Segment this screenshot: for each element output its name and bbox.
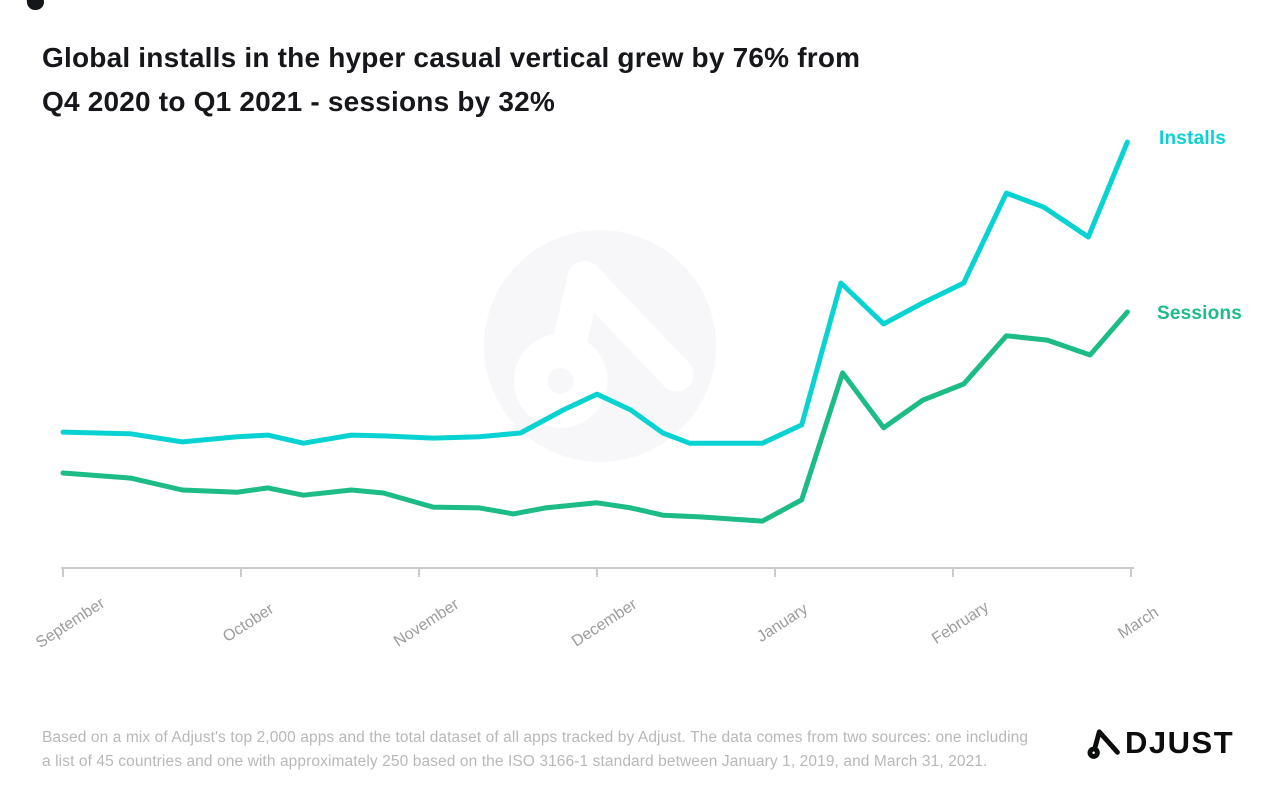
legend-installs-label: Installs <box>1159 128 1227 149</box>
title-line-1: Global installs in the hyper casual vert… <box>42 42 861 73</box>
x-axis-label-february: February <box>929 599 992 648</box>
adjust-logo-a-icon <box>1087 729 1120 759</box>
x-axis-label-november: November <box>391 596 463 651</box>
legend-sessions-label: Sessions <box>1157 303 1243 324</box>
adjust-a-logo-icon <box>550 261 694 392</box>
x-axis-label-december: December <box>569 596 641 651</box>
page-title: Global installs in the hyper casual vert… <box>42 36 912 124</box>
source-note: Based on a mix of Adjust's top 2,000 app… <box>42 726 1062 774</box>
source-note-line-2: a list of 45 countries and one with appr… <box>42 753 988 770</box>
x-axis-label-october: October <box>220 600 278 646</box>
series-line-sessions <box>60 309 1130 524</box>
series-line-installs <box>60 139 1130 446</box>
adjust-logo: DJUST <box>1084 722 1234 764</box>
adjust-logo-text: DJUST <box>1125 725 1235 760</box>
x-axis-label-january: January <box>754 601 811 646</box>
x-axis-label-september: September <box>33 594 108 651</box>
source-note-line-1: Based on a mix of Adjust's top 2,000 app… <box>42 729 1029 746</box>
watermark-circle <box>484 230 716 462</box>
title-line-2: Q4 2020 to Q1 2021 - sessions by 32% <box>42 86 556 117</box>
x-axis-label-march: March <box>1115 604 1162 642</box>
adjust-watermark <box>484 230 716 462</box>
